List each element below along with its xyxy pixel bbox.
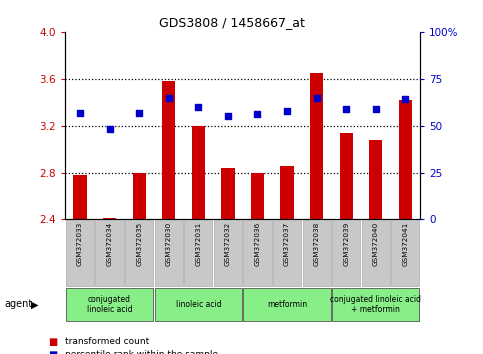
Bar bbox=[332, 288, 420, 321]
Text: transformed count: transformed count bbox=[65, 337, 149, 346]
Bar bbox=[391, 220, 420, 286]
Bar bbox=[162, 81, 175, 219]
Text: GSM372041: GSM372041 bbox=[402, 222, 409, 266]
Text: GSM372037: GSM372037 bbox=[284, 222, 290, 266]
Bar bbox=[125, 220, 153, 286]
Text: ■: ■ bbox=[48, 337, 57, 347]
Text: metformin: metformin bbox=[267, 300, 307, 309]
Text: GSM372034: GSM372034 bbox=[107, 222, 113, 266]
Bar bbox=[103, 218, 116, 219]
Point bbox=[165, 95, 172, 101]
Bar bbox=[192, 126, 205, 219]
Text: GSM372039: GSM372039 bbox=[343, 222, 349, 266]
Point bbox=[401, 97, 409, 102]
Text: ■: ■ bbox=[48, 350, 57, 354]
Bar bbox=[273, 220, 301, 286]
Point bbox=[254, 112, 261, 117]
Point bbox=[372, 106, 380, 112]
Text: GSM372038: GSM372038 bbox=[313, 222, 320, 266]
Bar bbox=[184, 220, 213, 286]
Point bbox=[342, 106, 350, 112]
Bar bbox=[132, 172, 146, 219]
Point bbox=[283, 108, 291, 114]
Text: GSM372032: GSM372032 bbox=[225, 222, 231, 266]
Text: GSM372040: GSM372040 bbox=[373, 222, 379, 266]
Text: conjugated
linoleic acid: conjugated linoleic acid bbox=[87, 295, 132, 314]
Point bbox=[76, 110, 84, 115]
Text: GDS3808 / 1458667_at: GDS3808 / 1458667_at bbox=[159, 16, 305, 29]
Bar bbox=[221, 168, 235, 219]
Bar bbox=[251, 172, 264, 219]
Bar bbox=[243, 288, 331, 321]
Text: GSM372035: GSM372035 bbox=[136, 222, 142, 266]
Point bbox=[224, 113, 232, 119]
Text: conjugated linoleic acid
+ metformin: conjugated linoleic acid + metformin bbox=[330, 295, 421, 314]
Text: ▶: ▶ bbox=[31, 299, 39, 309]
Bar bbox=[155, 220, 183, 286]
Point bbox=[106, 127, 114, 132]
Bar bbox=[243, 220, 271, 286]
Bar bbox=[340, 133, 353, 219]
Bar bbox=[399, 100, 412, 219]
Bar bbox=[369, 140, 383, 219]
Point bbox=[195, 104, 202, 110]
Text: percentile rank within the sample: percentile rank within the sample bbox=[65, 350, 218, 354]
Bar bbox=[214, 220, 242, 286]
Bar bbox=[96, 220, 124, 286]
Bar bbox=[302, 220, 331, 286]
Bar bbox=[281, 166, 294, 219]
Text: agent: agent bbox=[5, 299, 33, 309]
Bar bbox=[155, 288, 242, 321]
Text: linoleic acid: linoleic acid bbox=[175, 300, 221, 309]
Text: GSM372031: GSM372031 bbox=[195, 222, 201, 266]
Bar bbox=[362, 220, 390, 286]
Text: GSM372036: GSM372036 bbox=[255, 222, 260, 266]
Point bbox=[313, 95, 321, 101]
Text: GSM372030: GSM372030 bbox=[166, 222, 172, 266]
Bar bbox=[332, 220, 360, 286]
Bar bbox=[66, 220, 94, 286]
Bar bbox=[73, 175, 86, 219]
Point bbox=[135, 110, 143, 115]
Text: GSM372033: GSM372033 bbox=[77, 222, 83, 266]
Bar bbox=[66, 288, 153, 321]
Bar bbox=[310, 73, 323, 219]
